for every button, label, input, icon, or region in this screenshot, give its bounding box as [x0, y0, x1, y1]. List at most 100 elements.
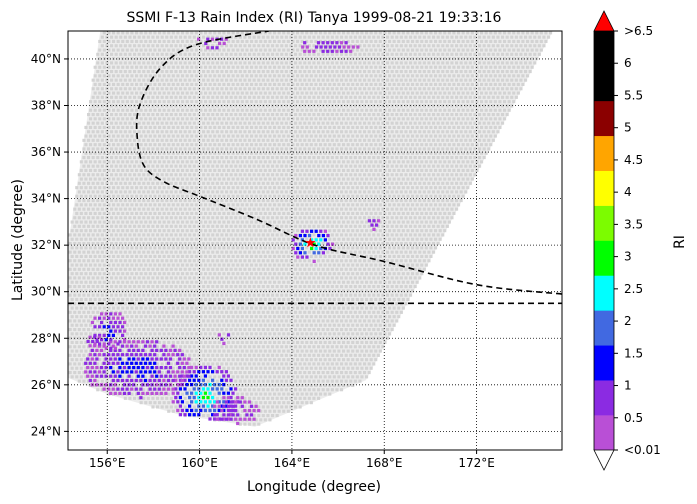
swath-pixel [461, 168, 465, 172]
swath-pixel [268, 220, 272, 224]
swath-pixel [112, 272, 116, 276]
swath-pixel [98, 220, 102, 224]
swath-pixel [96, 104, 100, 108]
swath-pixel [137, 87, 141, 91]
swath-pixel [422, 147, 426, 151]
swath-pixel [445, 121, 449, 125]
swath-pixel [160, 267, 164, 271]
swath-pixel [84, 168, 88, 172]
swath-pixel [89, 220, 93, 224]
swath-pixel [284, 35, 288, 39]
swath-pixel [443, 203, 447, 207]
swath-pixel [105, 44, 109, 48]
swath-pixel [291, 48, 295, 52]
swath-pixel [151, 259, 155, 263]
swath-pixel [110, 164, 114, 168]
swath-pixel [330, 87, 334, 91]
swath-pixel [291, 74, 295, 78]
swath-pixel [307, 190, 311, 194]
swath-pixel [351, 220, 355, 224]
swath-pixel [455, 147, 459, 151]
swath-pixel [174, 104, 178, 108]
swath-pixel [171, 65, 175, 69]
swath-pixel [98, 229, 102, 233]
swath-pixel [153, 48, 157, 52]
swath-pixel [475, 168, 479, 172]
swath-pixel [192, 113, 196, 117]
swath-pixel [162, 177, 166, 181]
swath-pixel [87, 173, 91, 177]
swath-pixel [188, 250, 192, 254]
swath-pixel [478, 121, 482, 125]
swath-pixel [367, 104, 371, 108]
swath-pixel [183, 216, 187, 220]
swath-pixel [367, 78, 371, 82]
swath-pixel [174, 164, 178, 168]
swath-pixel [319, 211, 323, 215]
swath-pixel [505, 52, 509, 56]
swath-pixel [165, 138, 169, 142]
swath-pixel [452, 211, 456, 215]
swath-pixel [332, 211, 336, 215]
swath-pixel [204, 194, 208, 198]
swath-pixel [176, 237, 180, 241]
swath-pixel [388, 263, 392, 267]
swath-pixel [365, 100, 369, 104]
swath-pixel [123, 35, 127, 39]
swath-pixel [234, 138, 238, 142]
swath-pixel [355, 65, 359, 69]
swath-pixel [275, 156, 279, 160]
swath-pixel [171, 203, 175, 207]
swath-pixel [441, 207, 445, 211]
swath-pixel [257, 87, 261, 91]
swath-pixel [215, 164, 219, 168]
swath-pixel [169, 207, 173, 211]
swath-pixel [179, 61, 183, 65]
swath-pixel [422, 190, 426, 194]
swath-pixel [436, 44, 440, 48]
swath-pixel [82, 190, 86, 194]
swath-pixel [102, 31, 106, 35]
swath-pixel [447, 203, 451, 207]
swath-pixel [409, 113, 413, 117]
swath-pixel [330, 216, 334, 220]
swath-pixel [202, 52, 206, 56]
swath-pixel [376, 156, 380, 160]
swath-pixel [445, 199, 449, 203]
swath-pixel [319, 220, 323, 224]
swath-pixel [208, 100, 212, 104]
swath-pixel [413, 250, 417, 254]
swath-pixel [360, 100, 364, 104]
swath-pixel [125, 74, 129, 78]
swath-pixel [229, 113, 233, 117]
swath-pixel [491, 44, 495, 48]
swath-pixel [413, 130, 417, 134]
swath-pixel [510, 61, 514, 65]
swath-pixel [148, 246, 152, 250]
swath-pixel [125, 168, 129, 172]
swath-pixel [340, 78, 344, 82]
swath-pixel [450, 78, 454, 82]
swath-pixel [409, 138, 413, 142]
swath-pixel [181, 125, 185, 129]
swath-pixel [183, 207, 187, 211]
swath-pixel [183, 173, 187, 177]
swath-pixel [503, 91, 507, 95]
swath-pixel [457, 48, 461, 52]
swath-pixel [411, 108, 415, 112]
swath-pixel [213, 125, 217, 129]
swath-pixel [284, 70, 288, 74]
swath-pixel [137, 199, 141, 203]
swath-pixel [473, 121, 477, 125]
swath-pixel [383, 31, 387, 35]
swath-pixel [277, 246, 281, 250]
swath-pixel [344, 181, 348, 185]
swath-pixel [482, 70, 486, 74]
swath-pixel [351, 177, 355, 181]
swath-pixel [309, 39, 313, 43]
swath-pixel [123, 113, 127, 117]
swath-pixel [102, 134, 106, 138]
swath-pixel [355, 160, 359, 164]
swath-pixel [271, 87, 275, 91]
swath-pixel [480, 134, 484, 138]
